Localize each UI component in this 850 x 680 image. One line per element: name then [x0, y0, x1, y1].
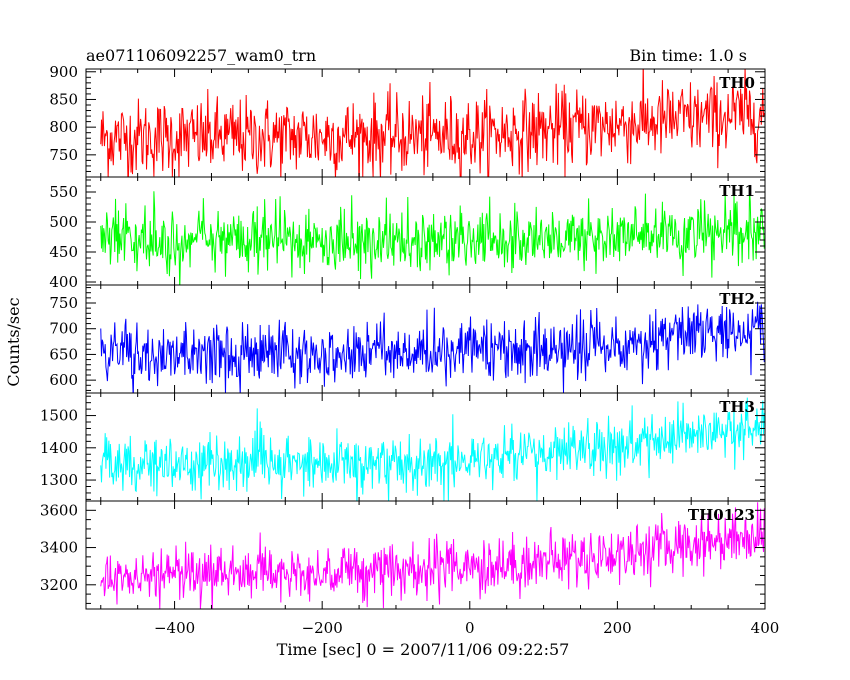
y-tick-label: 550	[49, 183, 78, 201]
y-tick-label: 650	[49, 345, 78, 363]
series-line-th0	[100, 69, 765, 177]
y-tick-label: 450	[49, 243, 78, 261]
panel-th3: 1300 1400 1500 TH3	[40, 392, 766, 502]
bin-time-label: Bin time: 1.0 s	[629, 46, 747, 65]
panel-label-th3: TH3	[719, 398, 755, 416]
x-tick-label: 0	[465, 619, 475, 637]
x-tick-label: −400	[154, 619, 195, 637]
x-tick-label: −200	[302, 619, 343, 637]
series-line-th0123	[100, 502, 765, 609]
x-tick-label: 200	[603, 619, 632, 637]
series-line-th3	[100, 397, 765, 501]
panel-label-th0: TH0	[719, 74, 755, 92]
y-tick-label: 3200	[40, 576, 78, 594]
y-tick-label: 750	[49, 294, 78, 312]
y-tick-label: 600	[49, 371, 78, 389]
y-tick-label: 3600	[40, 501, 78, 519]
panel-th0123: 3200 3400 3600 TH0123	[40, 500, 766, 610]
chart-title: ae071106092257_wam0_trn	[86, 46, 316, 65]
panel-th0: 750 800 850 900 TH0	[49, 63, 766, 178]
series-line-th2	[100, 301, 765, 393]
panels-group: 750 800 850 900 TH0 400 450 500 550 TH1 600 650 700 7…	[40, 63, 766, 610]
y-tick-label: 3400	[40, 539, 78, 557]
y-tick-label: 500	[49, 213, 78, 231]
panel-th1: 400 450 500 550 TH1	[49, 176, 766, 291]
x-axis-title: Time [sec] 0 = 2007/11/06 09:22:57	[277, 640, 570, 659]
panel-th2: 600 650 700 750 TH2	[49, 284, 766, 394]
y-tick-label: 1500	[40, 407, 78, 425]
y-tick-label: 800	[49, 118, 78, 136]
y-tick-label: 700	[49, 320, 78, 338]
x-tick-label: 400	[751, 619, 780, 637]
panel-label-th1: TH1	[719, 182, 755, 200]
series-line-th1	[100, 188, 765, 285]
x-axis-tick-labels: −400 −200 0 200 400	[154, 619, 779, 637]
panel-frame	[85, 500, 766, 610]
panel-label-th2: TH2	[719, 290, 755, 308]
y-tick-label: 900	[49, 63, 78, 81]
y-axis-title: Counts/sec	[4, 297, 23, 386]
y-tick-label: 750	[49, 146, 78, 164]
y-tick-label: 850	[49, 90, 78, 108]
y-tick-label: 400	[49, 273, 78, 291]
y-tick-label: 1300	[40, 471, 78, 489]
y-tick-label: 1400	[40, 439, 78, 457]
panel-label-th0123: TH0123	[688, 506, 755, 524]
